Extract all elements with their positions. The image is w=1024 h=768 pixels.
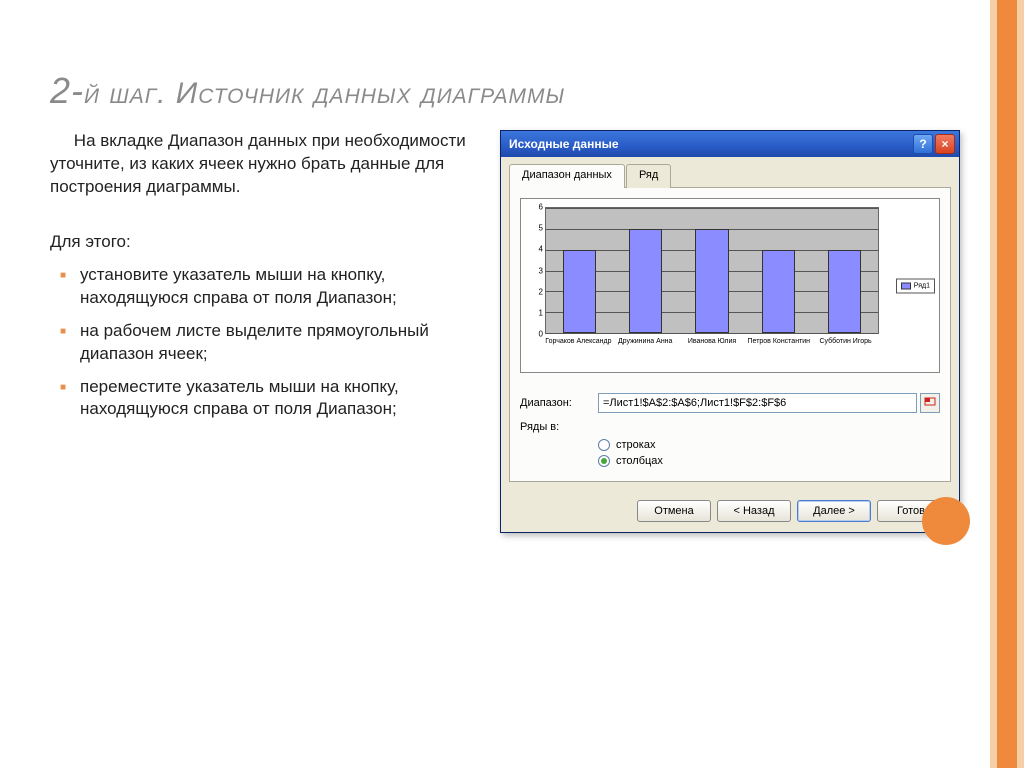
chart-bar <box>828 250 861 333</box>
chart-bar <box>695 229 728 333</box>
chart-bar <box>762 250 795 333</box>
text-column: На вкладке Диапазон данных при необходим… <box>50 130 480 533</box>
range-picker-icon[interactable] <box>920 393 940 413</box>
legend-label: Ряд1 <box>914 282 930 289</box>
tab-bar: Диапазон данных Ряд <box>509 163 951 187</box>
radio-cols-label: столбцах <box>616 455 663 467</box>
cancel-button[interactable]: Отмена <box>637 500 711 522</box>
chart-preview: 0123456 Горчаков АлександрДружинина Анна… <box>520 198 940 373</box>
bullet-list: установите указатель мыши на кнопку, нах… <box>50 264 480 422</box>
accent-circle <box>922 497 970 545</box>
legend-swatch <box>901 282 911 289</box>
rows-radio-group: строках столбцах <box>520 439 940 467</box>
slide-stripe-inner <box>997 0 1017 768</box>
title-step: 2- <box>50 70 84 111</box>
chart-plot-area <box>545 207 879 334</box>
radio-rows-label: строках <box>616 439 655 451</box>
bullet-item: на рабочем листе выделите прямоугольный … <box>80 320 480 366</box>
rows-row: Ряды в: <box>520 421 940 433</box>
next-button[interactable]: Далее > <box>797 500 871 522</box>
page-title: 2-й шаг. Источник данных диаграммы <box>50 70 964 112</box>
back-button[interactable]: < Назад <box>717 500 791 522</box>
chart-bar <box>629 229 662 333</box>
radio-cols[interactable]: столбцах <box>598 455 940 467</box>
tab-range[interactable]: Диапазон данных <box>509 164 625 188</box>
screenshot-column: Исходные данные ? × Диапазон данных Ряд <box>500 130 964 533</box>
lead-paragraph: На вкладке Диапазон данных при необходим… <box>50 130 480 199</box>
range-input[interactable] <box>598 393 917 413</box>
chart-bar <box>563 250 596 333</box>
bullet-item: установите указатель мыши на кнопку, нах… <box>80 264 480 310</box>
chart-bars <box>546 208 878 333</box>
dialog-titlebar[interactable]: Исходные данные ? × <box>501 131 959 157</box>
chart-legend: Ряд1 <box>896 278 935 293</box>
sub-heading: Для этого: <box>50 231 480 254</box>
tab-series[interactable]: Ряд <box>626 164 671 188</box>
chart-x-labels: Горчаков АлександрДружинина АннаИванова … <box>545 336 879 370</box>
rows-label: Ряды в: <box>520 421 598 433</box>
radio-icon <box>598 439 610 451</box>
dialog-footer: Отмена < Назад Далее > Готово <box>501 490 959 532</box>
slide-content: 2-й шаг. Источник данных диаграммы На вк… <box>50 70 964 728</box>
radio-rows[interactable]: строках <box>598 439 940 451</box>
range-row: Диапазон: <box>520 393 940 413</box>
close-icon[interactable]: × <box>935 134 955 154</box>
title-text: й шаг. Источник данных диаграммы <box>84 77 565 110</box>
range-label: Диапазон: <box>520 397 598 409</box>
help-icon[interactable]: ? <box>913 134 933 154</box>
radio-icon <box>598 455 610 467</box>
dialog-source-data: Исходные данные ? × Диапазон данных Ряд <box>500 130 960 533</box>
dialog-title: Исходные данные <box>509 137 911 151</box>
bullet-item: переместите указатель мыши на кнопку, на… <box>80 376 480 422</box>
tab-panel-range: 0123456 Горчаков АлександрДружинина Анна… <box>509 187 951 482</box>
